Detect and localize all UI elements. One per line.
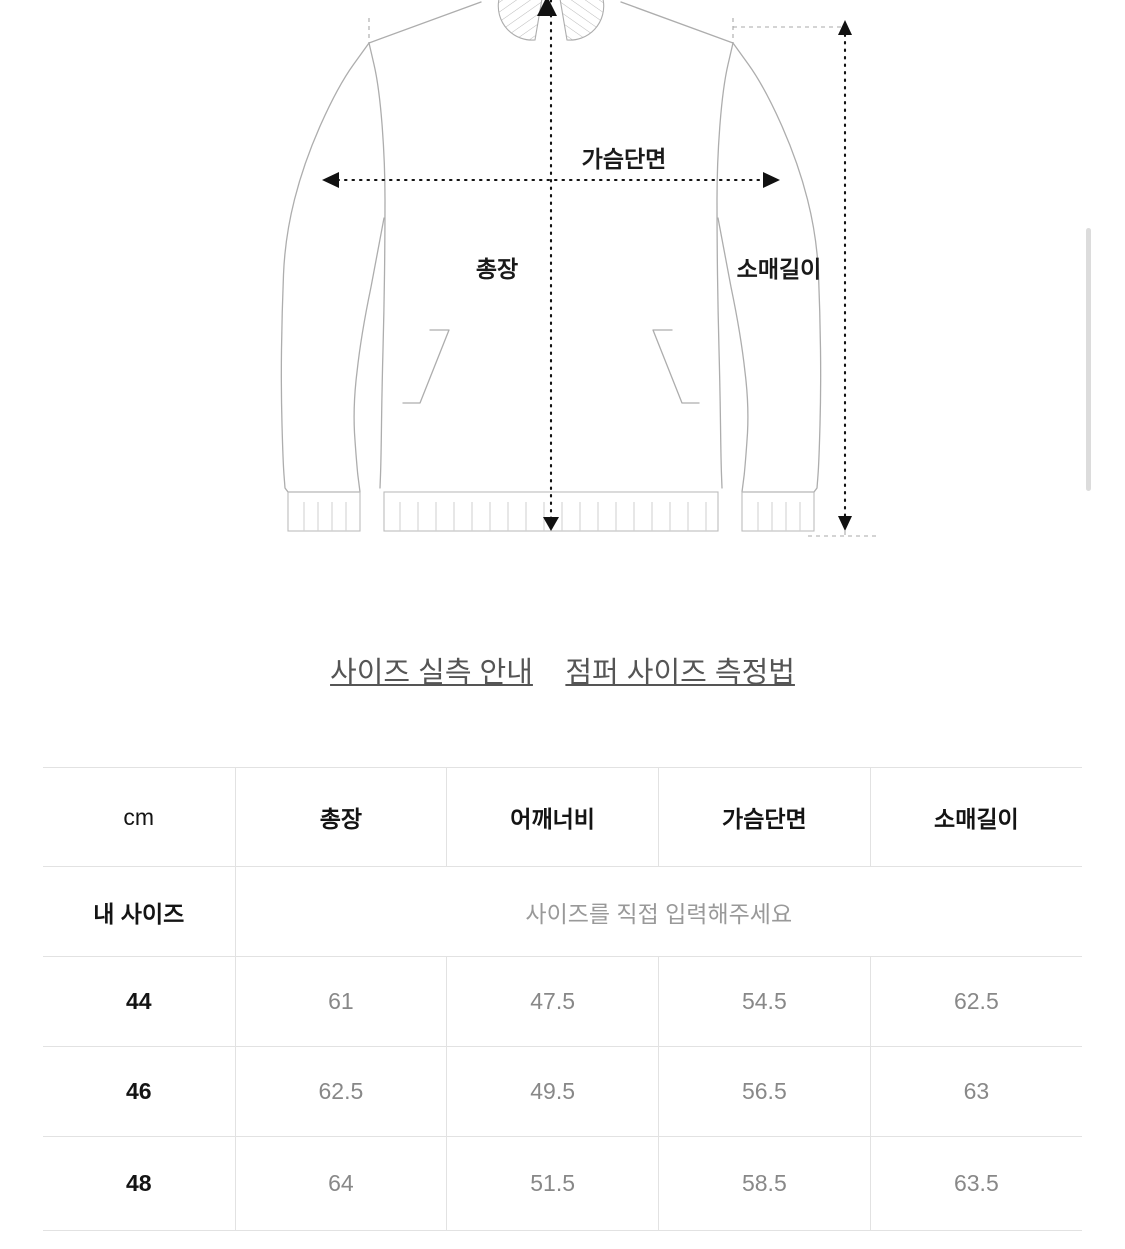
svg-text:소매길이: 소매길이	[737, 256, 822, 282]
svg-text:가슴단면: 가슴단면	[582, 146, 667, 172]
svg-text:총장: 총장	[476, 256, 518, 282]
